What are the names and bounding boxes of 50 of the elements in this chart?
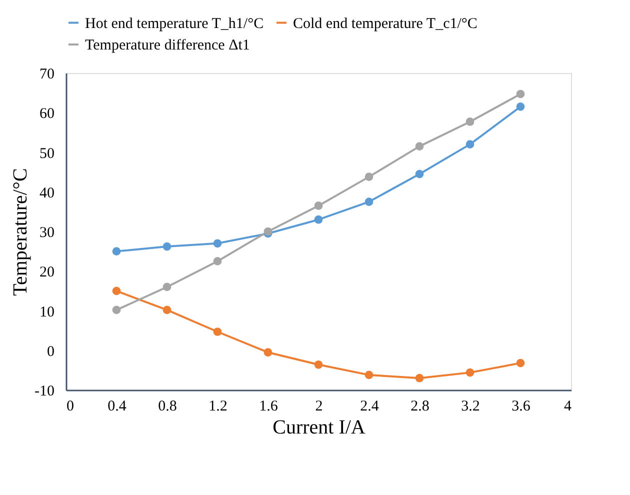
point bbox=[162, 306, 172, 314]
point bbox=[466, 140, 474, 148]
point bbox=[213, 257, 222, 266]
y-tick-label: 70 bbox=[40, 66, 54, 82]
x-tick-label: 1.6 bbox=[259, 398, 278, 414]
y-tick-label: -10 bbox=[34, 384, 54, 400]
x-tick-label: 0.8 bbox=[158, 398, 177, 414]
x-tick-label: 0.4 bbox=[108, 398, 127, 414]
point bbox=[415, 374, 424, 382]
point bbox=[466, 368, 474, 377]
point bbox=[364, 198, 374, 206]
point bbox=[112, 286, 121, 296]
point bbox=[112, 306, 121, 314]
point bbox=[364, 370, 374, 380]
x-tick-label: 2.4 bbox=[360, 398, 380, 414]
legend-label: Hot end temperature T_h1/°C bbox=[85, 16, 264, 32]
point bbox=[162, 242, 172, 251]
point bbox=[213, 328, 222, 336]
x-tick-label: 1.2 bbox=[208, 398, 228, 414]
point bbox=[314, 202, 323, 210]
x-tick-label: 3.6 bbox=[512, 398, 531, 414]
y-tick-label: 20 bbox=[40, 264, 54, 281]
y-tick-label: 40 bbox=[40, 185, 54, 202]
point bbox=[466, 118, 474, 126]
point bbox=[314, 360, 323, 369]
point bbox=[516, 358, 525, 368]
y-tick-label: 30 bbox=[40, 225, 54, 241]
x-tick-label: 3.2 bbox=[461, 398, 480, 414]
point bbox=[112, 247, 121, 256]
y-axis-title: Temperature/°C bbox=[10, 168, 32, 296]
x-tick-label: 0 bbox=[66, 398, 74, 414]
point bbox=[516, 102, 525, 111]
legend-label: Cold end temperature T_c1/°C bbox=[293, 16, 478, 32]
point bbox=[364, 172, 374, 181]
y-tick-label: 10 bbox=[40, 304, 54, 320]
y-tick-label: 60 bbox=[40, 106, 54, 122]
x-tick-label: 2.8 bbox=[410, 398, 430, 414]
point bbox=[264, 348, 272, 357]
point bbox=[314, 215, 323, 224]
legend-label: Temperature difference Δt1 bbox=[85, 38, 250, 54]
x-axis-title: Current I/A bbox=[272, 416, 366, 438]
y-tick-label: 50 bbox=[40, 146, 54, 162]
x-tick-label: 4 bbox=[564, 398, 572, 414]
x-tick-label: 2 bbox=[315, 398, 323, 414]
point bbox=[415, 170, 424, 178]
point bbox=[162, 282, 172, 292]
point bbox=[213, 239, 222, 248]
point bbox=[516, 90, 525, 98]
point bbox=[415, 142, 424, 150]
y-tick-label: 0 bbox=[47, 344, 54, 360]
